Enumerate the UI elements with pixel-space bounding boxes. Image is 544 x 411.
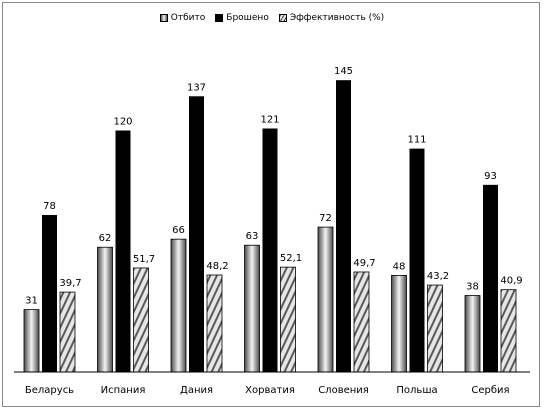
data-label-efficiency-4: 49,7 bbox=[353, 258, 375, 269]
bar-efficiency-0 bbox=[59, 291, 76, 373]
category-label-5: Польша bbox=[396, 385, 437, 396]
bar-thrown-5 bbox=[409, 148, 425, 372]
category-label-1: Испания bbox=[101, 385, 146, 396]
bar-efficiency-1 bbox=[133, 267, 149, 373]
bar-blocked-5 bbox=[391, 274, 407, 373]
bar-efficiency-4 bbox=[353, 271, 370, 373]
legend-label-efficiency: Эффективность (%) bbox=[289, 13, 385, 23]
data-label-blocked-4: 72 bbox=[319, 213, 332, 224]
legend-swatch-efficiency bbox=[278, 14, 287, 22]
data-label-blocked-6: 38 bbox=[466, 282, 479, 293]
bar-blocked-6 bbox=[464, 295, 481, 373]
data-label-efficiency-0: 39,7 bbox=[59, 278, 81, 289]
data-label-efficiency-2: 48,2 bbox=[206, 261, 228, 272]
category-label-0: Беларусь bbox=[25, 385, 74, 396]
data-label-efficiency-6: 40,9 bbox=[500, 276, 522, 287]
data-label-blocked-1: 62 bbox=[99, 233, 112, 244]
bar-blocked-0 bbox=[23, 309, 40, 373]
legend-label-thrown: Брошено bbox=[226, 13, 269, 23]
bar-efficiency-6 bbox=[500, 289, 517, 373]
data-label-thrown-5: 111 bbox=[407, 135, 426, 146]
bar-blocked-3 bbox=[244, 244, 260, 373]
bar-thrown-4 bbox=[336, 80, 351, 372]
category-label-6: Сербия bbox=[471, 385, 509, 396]
bar-efficiency-5 bbox=[427, 284, 443, 373]
data-label-efficiency-3: 52,1 bbox=[280, 253, 302, 264]
data-label-blocked-3: 63 bbox=[246, 231, 259, 242]
data-label-thrown-2: 137 bbox=[187, 82, 206, 93]
bar-thrown-6 bbox=[483, 184, 498, 372]
data-label-efficiency-5: 43,2 bbox=[427, 271, 449, 282]
category-label-2: Дания bbox=[180, 385, 213, 396]
data-label-thrown-0: 78 bbox=[43, 201, 56, 212]
data-label-blocked-2: 66 bbox=[172, 225, 185, 236]
legend-swatch-blocked bbox=[159, 14, 168, 22]
data-label-efficiency-1: 51,7 bbox=[133, 254, 155, 265]
data-label-blocked-0: 31 bbox=[25, 296, 38, 307]
data-label-thrown-6: 93 bbox=[484, 171, 497, 182]
legend-swatch-thrown bbox=[215, 14, 224, 22]
legend-item-blocked: Отбито bbox=[159, 13, 206, 23]
legend-item-efficiency: Эффективность (%) bbox=[278, 13, 385, 23]
data-label-thrown-1: 120 bbox=[113, 117, 132, 128]
bar-thrown-0 bbox=[42, 215, 57, 372]
bar-thrown-1 bbox=[115, 130, 131, 372]
bar-thrown-3 bbox=[262, 128, 278, 372]
bar-blocked-1 bbox=[97, 246, 113, 373]
category-label-4: Словения bbox=[318, 385, 369, 396]
bar-efficiency-3 bbox=[280, 266, 296, 373]
bar-thrown-2 bbox=[189, 96, 204, 372]
bar-blocked-4 bbox=[317, 226, 334, 373]
legend: Отбито Брошено Эффективность (%) bbox=[0, 10, 544, 26]
bar-blocked-2 bbox=[170, 238, 187, 373]
category-label-3: Хорватия bbox=[245, 385, 295, 396]
data-label-thrown-3: 121 bbox=[260, 114, 279, 125]
bar-efficiency-2 bbox=[206, 274, 223, 373]
legend-label-blocked: Отбито bbox=[170, 13, 206, 23]
legend-item-thrown: Брошено bbox=[215, 13, 269, 23]
data-label-thrown-4: 145 bbox=[334, 66, 353, 77]
data-label-blocked-5: 48 bbox=[393, 261, 406, 272]
